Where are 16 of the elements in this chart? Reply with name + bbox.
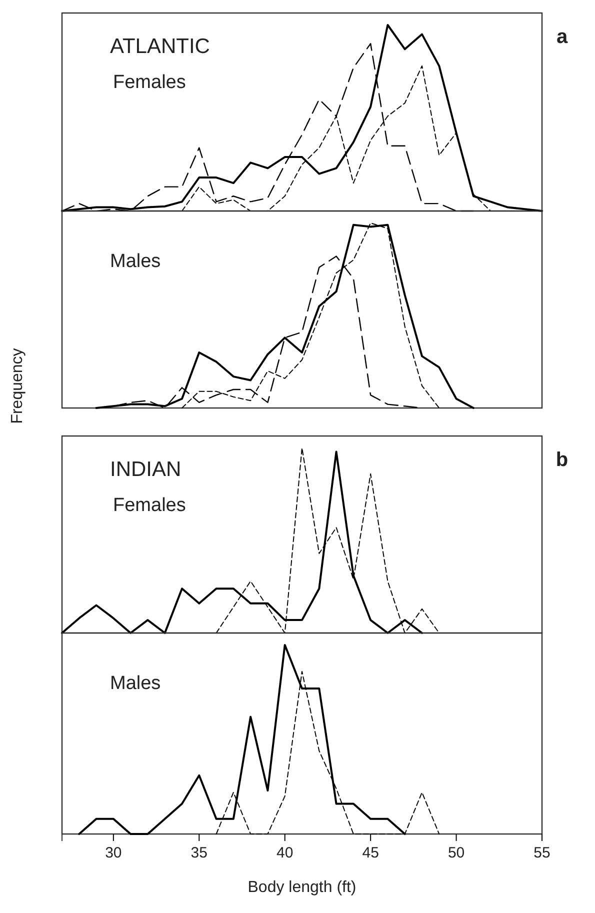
text: INDIAN [110,458,182,481]
text: Females [113,72,186,93]
text: Males [110,251,161,272]
x-tick-label: 55 [534,844,550,862]
text: Males [110,673,161,694]
x-axis-title: Body length (ft) [248,879,356,896]
x-tick-label: 35 [190,844,208,862]
x-tick-label: 45 [362,844,379,862]
x-tick-label: 30 [105,844,122,862]
text: Females [113,495,186,516]
text: b [556,449,568,471]
y-axis-title: Frequency [9,348,26,424]
text: ATLANTIC [110,35,210,58]
x-tick-label: 40 [276,844,294,862]
text: a [556,26,568,48]
x-tick-label: 50 [448,844,465,862]
